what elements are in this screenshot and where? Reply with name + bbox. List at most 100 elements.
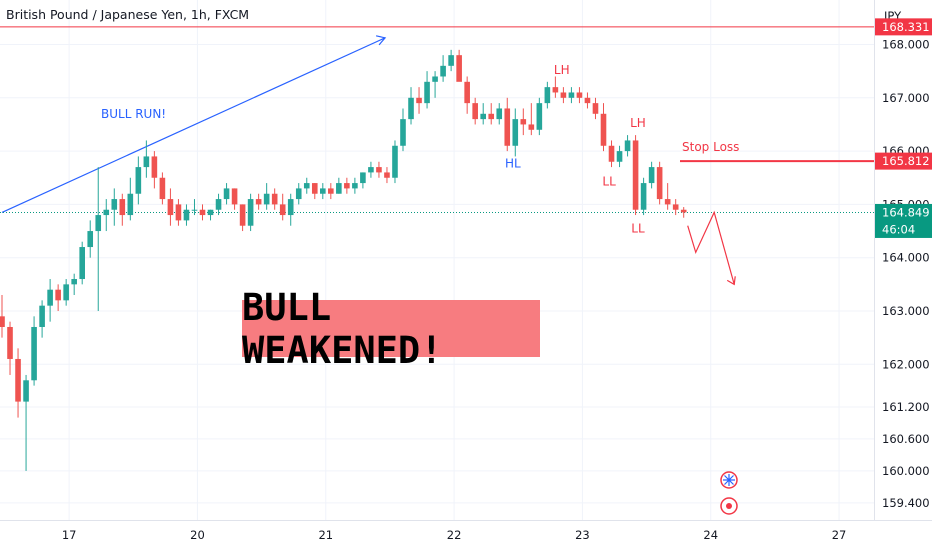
time-tick-label: 17 (62, 528, 77, 542)
candle-body (320, 188, 326, 194)
candle-body (151, 156, 158, 178)
swing-label: LL (602, 175, 616, 189)
candle-body (568, 92, 575, 98)
price-tag (875, 152, 932, 170)
candle-body (239, 204, 246, 226)
candle-body (271, 193, 278, 205)
price-tag-label: 168.331 (882, 20, 930, 34)
candle-body (87, 231, 94, 248)
projection-arrowhead (726, 276, 736, 286)
candle-body (576, 92, 583, 98)
candle-body (215, 199, 222, 210)
time-tick-label: 21 (318, 528, 333, 542)
candle-body (263, 193, 270, 205)
candle-body (167, 199, 174, 216)
price-tick-label: 159.400 (882, 496, 930, 510)
candle-body (223, 188, 230, 200)
candle-body (648, 167, 655, 184)
candle-body (376, 167, 382, 173)
candle-body (199, 209, 206, 216)
candle-body (135, 167, 142, 194)
candlestick-series (0, 49, 687, 471)
projection-path (687, 210, 735, 285)
price-tick-label: 167.000 (882, 91, 930, 105)
candle-body (416, 97, 422, 104)
candle-body (552, 87, 559, 93)
candle-body (384, 172, 390, 178)
candle-body (464, 81, 470, 104)
candle-body (496, 108, 503, 120)
candle-body (640, 183, 647, 210)
trendline-arrowhead (375, 35, 387, 46)
candle-body (400, 119, 406, 146)
candle-body (55, 289, 61, 301)
candle-body (183, 209, 190, 221)
candle-body (632, 140, 639, 210)
flag-cross-icon (723, 474, 735, 486)
swing-label: LH (554, 63, 570, 77)
jp-flag-dot-icon (726, 503, 732, 509)
candle-body (191, 209, 198, 211)
candle-body (63, 284, 69, 301)
candle-body (616, 151, 623, 162)
candle-body (368, 167, 374, 173)
candle-body (672, 204, 679, 210)
price-tick-label: 162.000 (882, 357, 930, 371)
candle-body (432, 76, 438, 82)
candle-body (111, 199, 118, 210)
swing-label: LL (631, 222, 645, 236)
candle-body (247, 199, 254, 226)
time-tick-label: 27 (832, 528, 847, 542)
candle-body (71, 279, 77, 285)
candle-body (584, 97, 591, 104)
candle-body (424, 81, 430, 104)
time-axis[interactable]: 17 20 21 22 23 24 27 (62, 528, 847, 542)
candle-body (448, 55, 454, 66)
bull-weakened-banner: BULL WEAKENED! (242, 286, 540, 372)
candle-body (103, 209, 110, 216)
candle-body (592, 103, 599, 114)
candle-body (504, 108, 511, 146)
candle-body (47, 289, 53, 306)
candle-body (392, 145, 398, 178)
candle-body (175, 204, 182, 221)
time-tick-label: 23 (575, 528, 590, 542)
time-tick-label: 20 (190, 528, 205, 542)
candle-body (159, 177, 166, 200)
symbol-title: British Pound / Japanese Yen, 1h, FXCM (6, 7, 250, 22)
price-tick-label: 160.600 (882, 432, 930, 446)
candle-body (303, 183, 310, 189)
price-tick-label: 161.200 (882, 400, 930, 414)
candle-body (207, 209, 214, 216)
candle-body (608, 145, 615, 162)
candle-body (544, 87, 551, 104)
price-tag (875, 18, 932, 36)
candle-body (127, 193, 134, 216)
candle-body (255, 199, 262, 205)
countdown-label: 46:04 (882, 222, 915, 236)
bull-run-label: BULL RUN! (101, 107, 166, 121)
stop-loss-label: Stop Loss (682, 140, 739, 154)
price-tag-label: 165.812 (882, 154, 930, 168)
candle-body (664, 199, 671, 205)
candle-body (480, 113, 486, 120)
price-tick-label: 163.000 (882, 304, 930, 318)
candle-body (15, 358, 21, 402)
candle-body (520, 119, 527, 125)
candle-body (328, 188, 334, 194)
price-tick-label: 160.000 (882, 464, 930, 478)
candle-body (231, 188, 238, 205)
candle-body (95, 215, 102, 232)
candle-body (7, 326, 13, 359)
candle-body (0, 316, 5, 327)
candle-body (440, 65, 446, 77)
candle-body (408, 97, 414, 120)
candle-body (119, 199, 126, 216)
price-tick-label: 168.000 (882, 38, 930, 52)
price-axis[interactable]: 168.000167.000166.000165.000164.000163.0… (875, 9, 932, 510)
price-tag-label: 164.849 (882, 205, 930, 219)
chart-drawings (0, 26, 874, 286)
candle-body (512, 119, 519, 146)
candle-body (336, 183, 342, 194)
